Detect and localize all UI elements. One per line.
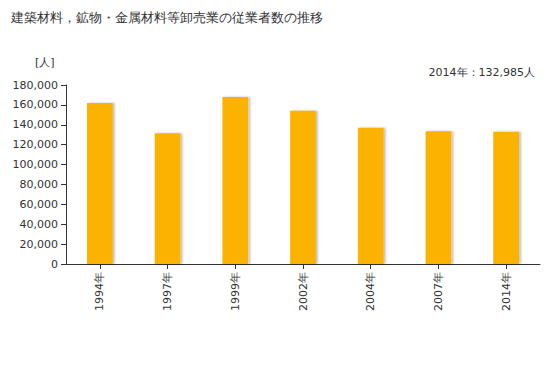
svg-text:180,000: 180,000 [13, 79, 59, 92]
svg-text:60,000: 60,000 [20, 198, 59, 211]
svg-text:1999年: 1999年 [229, 272, 242, 311]
svg-text:1997年: 1997年 [161, 272, 174, 311]
svg-text:2014年：132,985人: 2014年：132,985人 [429, 66, 535, 79]
svg-text:2002年: 2002年 [297, 272, 310, 311]
svg-text:[人]: [人] [35, 56, 55, 69]
svg-text:140,000: 140,000 [13, 118, 59, 131]
svg-text:20,000: 20,000 [20, 238, 59, 251]
svg-text:2014年: 2014年 [500, 272, 513, 311]
svg-text:2004年: 2004年 [364, 272, 377, 311]
svg-text:80,000: 80,000 [20, 178, 59, 191]
svg-text:2007年: 2007年 [432, 272, 445, 311]
svg-text:120,000: 120,000 [13, 138, 59, 151]
svg-text:0: 0 [51, 258, 58, 271]
svg-text:1994年: 1994年 [93, 272, 106, 311]
svg-text:40,000: 40,000 [20, 218, 59, 231]
svg-text:160,000: 160,000 [13, 98, 59, 111]
svg-text:100,000: 100,000 [13, 158, 59, 171]
svg-text:建築材料，鉱物・金属材料等卸売業の従業者数の推移: 建築材料，鉱物・金属材料等卸売業の従業者数の推移 [10, 10, 323, 25]
